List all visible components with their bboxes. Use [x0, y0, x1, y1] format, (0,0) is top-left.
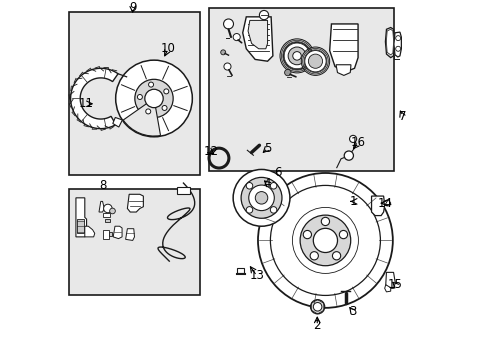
Polygon shape: [393, 32, 401, 57]
Polygon shape: [335, 65, 350, 75]
Circle shape: [308, 54, 322, 68]
Text: 9: 9: [129, 1, 136, 14]
Circle shape: [344, 151, 353, 160]
Bar: [105, 219, 110, 222]
Circle shape: [255, 192, 267, 204]
Circle shape: [220, 50, 225, 55]
Circle shape: [163, 89, 168, 94]
Circle shape: [339, 230, 347, 239]
Circle shape: [259, 10, 268, 20]
Circle shape: [321, 217, 329, 226]
Text: 7: 7: [398, 110, 406, 123]
Polygon shape: [84, 226, 95, 237]
Text: 10: 10: [161, 42, 175, 55]
Text: 5: 5: [264, 141, 271, 155]
Text: 16: 16: [350, 136, 365, 149]
Polygon shape: [99, 201, 104, 212]
Polygon shape: [247, 21, 267, 49]
Polygon shape: [125, 229, 134, 240]
Circle shape: [241, 177, 282, 218]
Circle shape: [270, 207, 276, 213]
Text: 14: 14: [376, 197, 391, 210]
Circle shape: [303, 230, 311, 239]
Circle shape: [144, 89, 163, 108]
Circle shape: [137, 94, 142, 99]
Polygon shape: [385, 273, 394, 288]
Circle shape: [301, 47, 329, 75]
Text: 8: 8: [99, 179, 106, 192]
Text: 1: 1: [349, 195, 357, 208]
Circle shape: [270, 183, 276, 189]
Polygon shape: [113, 226, 122, 239]
Polygon shape: [383, 199, 390, 206]
Circle shape: [395, 46, 400, 51]
Bar: [102, 213, 110, 217]
Polygon shape: [384, 285, 390, 292]
Circle shape: [224, 63, 230, 70]
Bar: [69, 12, 200, 175]
Bar: [69, 189, 200, 296]
Text: 6: 6: [274, 166, 282, 180]
Circle shape: [313, 228, 337, 252]
Text: 15: 15: [387, 278, 402, 291]
Circle shape: [313, 302, 321, 311]
Circle shape: [292, 51, 301, 60]
Circle shape: [116, 60, 192, 137]
Text: 12: 12: [203, 145, 218, 158]
Text: 2: 2: [313, 319, 320, 332]
Circle shape: [349, 135, 356, 143]
Text: 4: 4: [264, 177, 271, 190]
Circle shape: [233, 33, 240, 41]
Circle shape: [145, 109, 150, 114]
Bar: [109, 232, 112, 236]
Bar: [177, 187, 189, 194]
Circle shape: [109, 208, 115, 214]
Circle shape: [283, 42, 310, 69]
Circle shape: [304, 50, 325, 72]
Polygon shape: [70, 68, 118, 129]
Circle shape: [148, 82, 153, 87]
Circle shape: [246, 207, 252, 213]
Polygon shape: [385, 27, 393, 58]
Circle shape: [135, 79, 173, 118]
Circle shape: [300, 215, 350, 266]
Circle shape: [287, 47, 305, 65]
Polygon shape: [113, 117, 122, 127]
Circle shape: [233, 170, 289, 226]
Circle shape: [309, 252, 318, 260]
Bar: [77, 219, 84, 233]
Circle shape: [280, 39, 313, 73]
Polygon shape: [127, 194, 143, 212]
Text: 3: 3: [348, 305, 356, 318]
Text: 13: 13: [249, 269, 264, 282]
Circle shape: [310, 300, 324, 314]
Wedge shape: [123, 99, 160, 136]
Bar: [208, 8, 393, 171]
Circle shape: [162, 105, 167, 111]
Polygon shape: [329, 24, 357, 72]
Circle shape: [395, 36, 400, 41]
Circle shape: [270, 185, 380, 296]
Polygon shape: [371, 196, 384, 216]
Circle shape: [223, 19, 233, 29]
Bar: [102, 230, 109, 239]
Bar: [237, 268, 244, 274]
Circle shape: [332, 252, 340, 260]
Circle shape: [248, 185, 274, 211]
Polygon shape: [242, 17, 272, 61]
Circle shape: [258, 173, 392, 308]
Polygon shape: [386, 29, 393, 55]
Circle shape: [246, 183, 252, 189]
Circle shape: [284, 69, 290, 76]
Polygon shape: [76, 198, 86, 237]
Circle shape: [103, 204, 112, 213]
Text: 11: 11: [79, 97, 94, 110]
